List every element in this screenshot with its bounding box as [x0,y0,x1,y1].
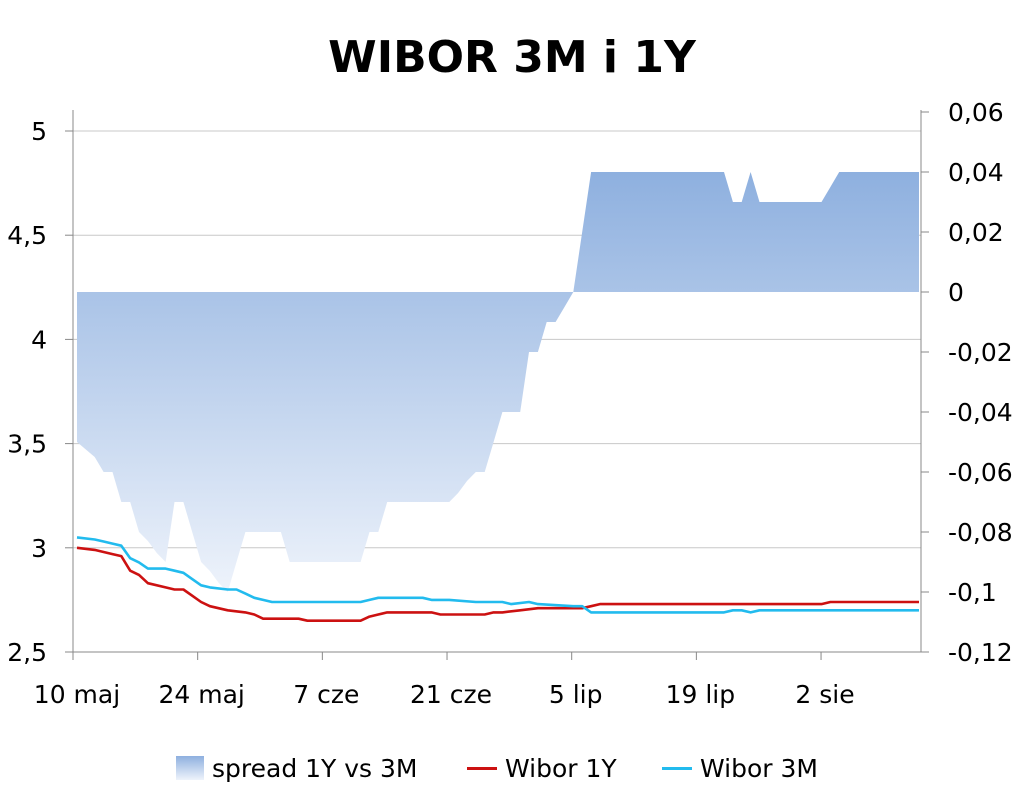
left-tick-label: 3,5 [7,430,47,459]
right-tick-label: -0,06 [948,458,1013,487]
legend-item-spread: spread 1Y vs 3M [176,750,418,786]
legend-label-spread: spread 1Y vs 3M [212,753,418,783]
x-tick-label: 21 cze [410,680,492,709]
series-line-wibor-1y [76,546,919,623]
right-tick-label: 0,02 [948,218,1004,247]
right-tick-label: -0,02 [948,338,1013,367]
legend: spread 1Y vs 3M Wibor 1Y Wibor 3M [0,750,1024,786]
legend-label-wibor-1y: Wibor 1Y [505,753,617,783]
x-tick-label: 2 sie [795,680,854,709]
x-tick-label: 24 maj [158,680,244,709]
chart-title: WIBOR 3M i 1Y [328,32,696,83]
left-tick-label: 4,5 [7,221,47,250]
right-tick-label: -0,1 [948,578,997,607]
left-tick-label: 5 [31,117,47,146]
x-tick-label: 10 maj [34,680,120,709]
x-tick-label: 19 lip [666,680,736,709]
right-tick-label: 0,04 [948,158,1004,187]
left-tick-label: 4 [31,325,47,354]
legend-swatch-spread [176,756,204,780]
legend-swatch-wibor-3m [662,766,692,770]
x-tick-label: 5 lip [549,680,603,709]
right-tick-label: 0,06 [948,98,1004,127]
right-tick-label: -0,12 [948,638,1013,667]
legend-item-wibor-3m: Wibor 3M [662,750,818,786]
left-tick-label: 2,5 [7,638,47,667]
right-tick-label: 0 [948,278,964,307]
right-tick-label: -0,04 [948,398,1013,427]
left-tick-label: 3 [31,534,47,563]
legend-label-wibor-3m: Wibor 3M [700,753,818,783]
right-tick-label: -0,08 [948,518,1013,547]
legend-item-wibor-1y: Wibor 1Y [467,750,617,786]
spread-area [77,172,919,592]
x-tick-label: 7 cze [293,680,359,709]
legend-swatch-wibor-1y [467,766,497,770]
series-line-wibor-3m [76,536,919,614]
